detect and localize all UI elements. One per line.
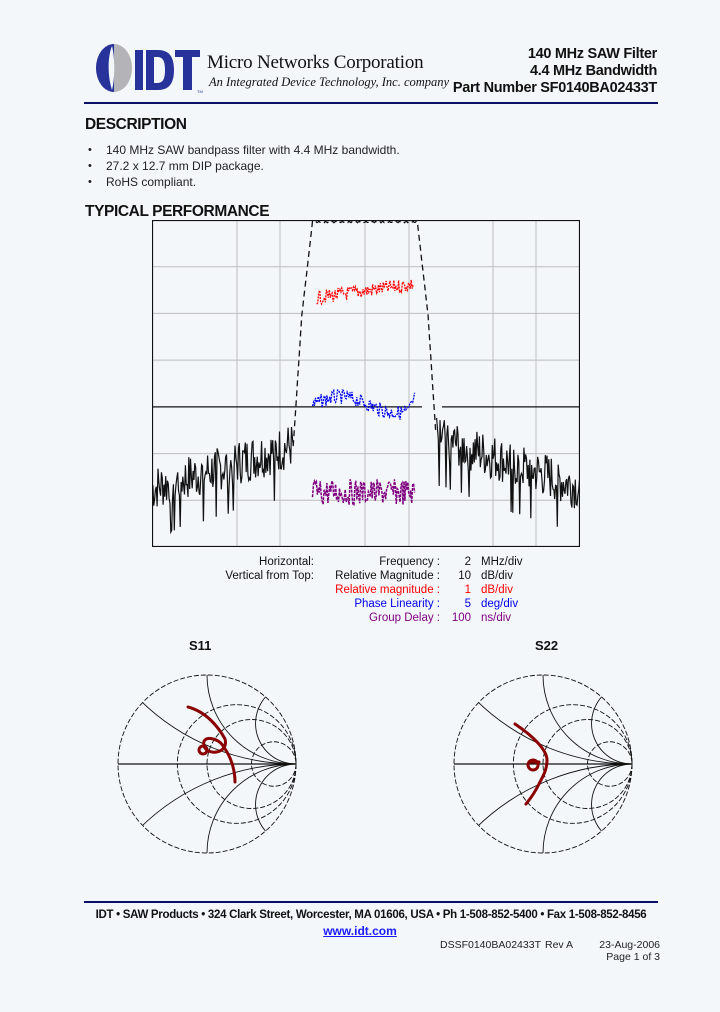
s11-smith-chart	[117, 674, 297, 854]
s22-title: S22	[535, 638, 559, 653]
chart-legend: Horizontal: Frequency : 2 MHz/div Vertic…	[225, 555, 560, 625]
description-list: 140 MHz SAW bandpass filter with 4.4 MHz…	[88, 142, 400, 190]
doc-date: 23-Aug-2006	[599, 939, 660, 951]
company-name: Micro Networks Corporation	[207, 52, 424, 73]
product-heading: 140 MHz SAW Filter 4.4 MHz Bandwidth Par…	[453, 46, 657, 97]
trademark: TM	[197, 89, 203, 94]
footer-divider	[84, 901, 658, 903]
chart-grid	[152, 220, 580, 547]
s11-title: S11	[189, 638, 212, 653]
legend-row-group-delay: Group Delay : 100 ns/div	[369, 612, 512, 624]
document-info: DSSF0140BA02433T Rev A 23-Aug-2006 Page …	[440, 939, 660, 969]
footer-contact: IDT • SAW Products • 324 Clark Street, W…	[95, 909, 647, 921]
performance-heading: TYPICAL PERFORMANCE	[85, 203, 270, 220]
doc-number: DSSF0140BA02433T	[440, 939, 541, 951]
header-divider	[84, 102, 658, 104]
legend-row-rel-mag: Vertical from Top: Relative Magnitude : …	[225, 569, 560, 583]
product-bandwidth: 4.4 MHz Bandwidth	[529, 63, 657, 79]
idt-logo: TM	[96, 44, 203, 94]
website-link-text[interactable]: www.idt.com	[323, 924, 397, 938]
chart-frame	[152, 220, 580, 547]
description-item: RoHS compliant.	[88, 174, 400, 190]
performance-chart	[152, 220, 580, 547]
page-number: Page 1 of 3	[606, 951, 660, 963]
legend-row-frequency: Horizontal: Frequency : 2 MHz/div	[240, 555, 560, 569]
company-tagline: An Integrated Device Technology, Inc. co…	[209, 75, 450, 89]
part-number: Part Number SF0140BA02433T	[452, 80, 657, 96]
s22-smith-chart	[453, 674, 633, 854]
website-link[interactable]: www.idt.com	[0, 924, 720, 938]
product-title: 140 MHz SAW Filter	[527, 46, 657, 62]
legend-row-phase: Phase Linearity : 5 deg/div	[354, 598, 519, 610]
description-item: 27.2 x 12.7 mm DIP package.	[88, 158, 400, 174]
legend-horizontal-label: Horizontal:	[259, 556, 314, 568]
description-item: 140 MHz SAW bandpass filter with 4.4 MHz…	[88, 142, 400, 158]
doc-revision: Rev A	[545, 939, 574, 951]
legend-row-rel-mag-fine: Relative magnitude : 1 dB/div	[335, 584, 513, 596]
description-heading: DESCRIPTION	[85, 116, 187, 133]
legend-vertical-label: Vertical from Top:	[225, 570, 314, 582]
